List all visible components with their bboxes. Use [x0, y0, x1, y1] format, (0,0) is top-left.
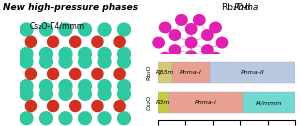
Circle shape: [176, 60, 187, 71]
Circle shape: [20, 112, 33, 125]
Circle shape: [114, 36, 125, 47]
Circle shape: [98, 87, 111, 100]
Circle shape: [160, 22, 171, 33]
Circle shape: [59, 55, 72, 68]
Circle shape: [194, 60, 205, 71]
Text: Pnma-I: Pnma-I: [180, 70, 202, 75]
Circle shape: [20, 55, 33, 68]
Text: Pnma: Pnma: [233, 3, 259, 11]
Circle shape: [153, 37, 164, 48]
Circle shape: [79, 48, 92, 60]
Circle shape: [118, 80, 130, 92]
Circle shape: [70, 101, 81, 112]
Text: Rb₂O: Rb₂O: [146, 65, 151, 80]
Circle shape: [70, 68, 81, 79]
Circle shape: [39, 23, 52, 36]
Bar: [158, 62, 172, 83]
Circle shape: [114, 68, 125, 79]
Circle shape: [185, 24, 197, 34]
Bar: [172, 62, 210, 83]
Circle shape: [185, 51, 197, 61]
Circle shape: [79, 55, 92, 68]
Circle shape: [25, 36, 36, 47]
Circle shape: [92, 101, 103, 112]
Circle shape: [79, 80, 92, 92]
Circle shape: [216, 37, 228, 48]
Circle shape: [25, 68, 36, 79]
Circle shape: [169, 45, 181, 55]
Circle shape: [59, 87, 72, 100]
Text: R3m: R3m: [156, 100, 171, 105]
Bar: [243, 92, 295, 113]
Circle shape: [59, 23, 72, 36]
Circle shape: [210, 22, 221, 33]
Circle shape: [202, 45, 213, 55]
Circle shape: [20, 48, 33, 60]
Circle shape: [59, 112, 72, 125]
Text: Pnma-i: Pnma-i: [195, 100, 217, 105]
Circle shape: [59, 80, 72, 92]
Circle shape: [210, 52, 221, 63]
Text: New high-pressure phases: New high-pressure phases: [3, 3, 138, 11]
Circle shape: [118, 23, 130, 36]
Circle shape: [114, 101, 125, 112]
Circle shape: [39, 87, 52, 100]
Circle shape: [98, 55, 111, 68]
Circle shape: [118, 87, 130, 100]
Circle shape: [194, 15, 205, 25]
Circle shape: [20, 23, 33, 36]
Text: Cs₂O-Γ4/mmm: Cs₂O-Γ4/mmm: [30, 21, 85, 30]
Circle shape: [25, 101, 36, 112]
Circle shape: [79, 87, 92, 100]
Circle shape: [70, 36, 81, 47]
Circle shape: [39, 80, 52, 92]
Circle shape: [39, 112, 52, 125]
Text: I4/mmm: I4/mmm: [256, 100, 282, 105]
Circle shape: [79, 23, 92, 36]
Circle shape: [98, 23, 111, 36]
Circle shape: [48, 101, 59, 112]
Circle shape: [202, 30, 213, 40]
Text: Rβ3m: Rβ3m: [156, 70, 174, 75]
Text: Rb₂O-: Rb₂O-: [221, 3, 247, 11]
Circle shape: [118, 48, 130, 60]
Circle shape: [92, 68, 103, 79]
Circle shape: [98, 48, 111, 60]
Circle shape: [48, 68, 59, 79]
Circle shape: [118, 55, 130, 68]
Bar: [158, 92, 169, 113]
Circle shape: [176, 15, 187, 25]
Circle shape: [92, 36, 103, 47]
Circle shape: [185, 37, 197, 48]
Circle shape: [39, 48, 52, 60]
Circle shape: [169, 30, 181, 40]
Text: -II: -II: [242, 3, 251, 11]
Bar: [210, 62, 295, 83]
Circle shape: [48, 36, 59, 47]
Circle shape: [39, 55, 52, 68]
Circle shape: [98, 80, 111, 92]
Circle shape: [59, 48, 72, 60]
Text: Pnma-II: Pnma-II: [240, 70, 264, 75]
Circle shape: [20, 87, 33, 100]
Circle shape: [160, 52, 171, 63]
Circle shape: [118, 112, 130, 125]
Text: Cs₂O: Cs₂O: [146, 95, 151, 110]
Circle shape: [98, 112, 111, 125]
Circle shape: [20, 80, 33, 92]
Circle shape: [79, 112, 92, 125]
Bar: [169, 92, 243, 113]
